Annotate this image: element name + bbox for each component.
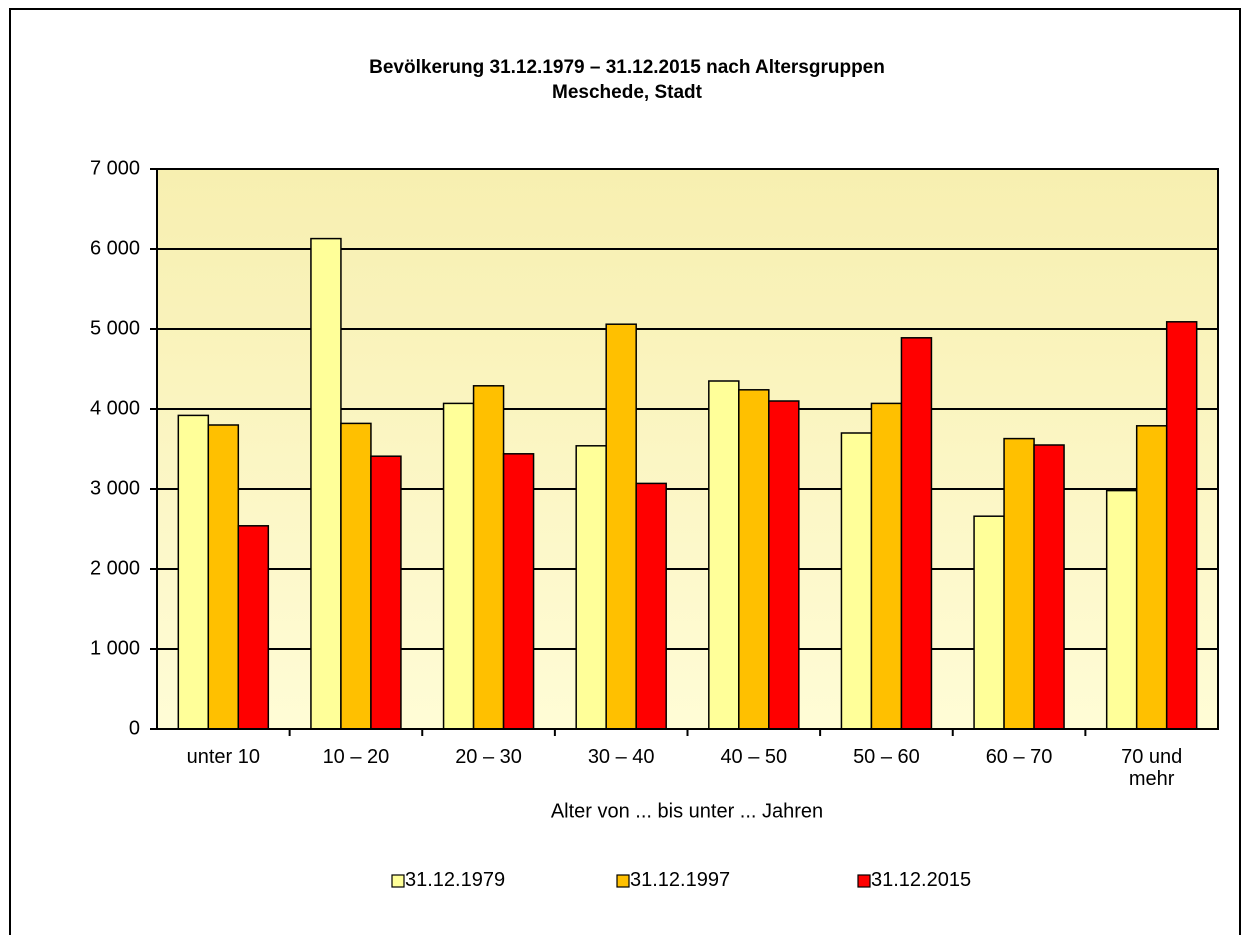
bar [973, 515, 1005, 730]
chart-title: Bevölkerung 31.12.1979 – 31.12.2015 nach… [369, 57, 885, 78]
legend-label: 31.12.1979 [405, 869, 506, 891]
y-tick-label: 2 000 [90, 557, 140, 579]
bar [605, 323, 637, 730]
bar [708, 380, 740, 730]
bar [575, 445, 607, 730]
x-tick-label: 40 – 50 [720, 746, 788, 768]
legend-swatch [616, 874, 630, 888]
x-axis-label: Alter von ... bis unter ... Jahren [551, 800, 823, 822]
y-tick-label: 0 [129, 717, 140, 739]
x-tick-label: 60 – 70 [985, 746, 1053, 768]
bar [1003, 437, 1035, 730]
bar [840, 432, 873, 730]
bar [768, 400, 800, 730]
bar [870, 402, 903, 730]
bar [1105, 489, 1138, 730]
bar [1135, 425, 1168, 730]
x-tick-label: unter 10 [186, 746, 260, 768]
y-tick-label: 1 000 [90, 637, 140, 659]
y-tick-label: 4 000 [90, 397, 140, 419]
bar [310, 237, 342, 730]
bar [635, 482, 667, 730]
bar [900, 337, 933, 730]
plot-border [156, 168, 1219, 730]
legend-label: 31.12.2015 [871, 869, 972, 891]
legend-swatch [391, 874, 405, 888]
bar [177, 414, 210, 730]
x-tick-label: 20 – 30 [455, 746, 522, 768]
x-tick-label: 70 und mehr [1121, 746, 1183, 790]
legend-swatch [857, 874, 871, 888]
x-tick-label: 30 – 40 [587, 746, 655, 768]
y-tick-label: 5 000 [90, 317, 140, 339]
bar [340, 422, 372, 730]
bar [207, 424, 240, 730]
bar [1033, 444, 1065, 730]
chart-subtitle: Meschede, Stadt [552, 82, 703, 103]
bar [1165, 321, 1198, 730]
x-tick-label: 50 – 60 [853, 746, 920, 768]
bar [502, 453, 535, 730]
x-tick-label: 10 – 20 [322, 746, 390, 768]
y-tick-label: 3 000 [90, 477, 140, 499]
legend-label: 31.12.1997 [630, 869, 731, 891]
y-tick-label: 7 000 [90, 157, 140, 179]
bar [237, 525, 270, 730]
bar [370, 455, 402, 730]
bar [472, 385, 505, 730]
chart-border [9, 8, 1241, 935]
bar [442, 402, 475, 730]
bar [738, 389, 770, 730]
y-tick-label: 6 000 [90, 237, 140, 259]
